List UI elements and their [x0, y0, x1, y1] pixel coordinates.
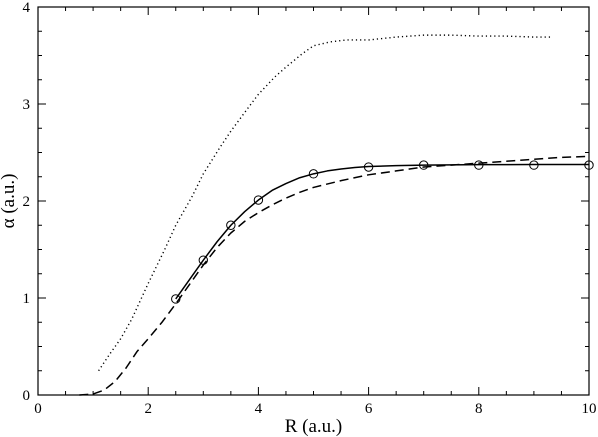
- tick-labels: 0 2 4 6 8 10 0 1 2 3 4: [23, 0, 597, 417]
- y-tick-label: 3: [23, 97, 31, 113]
- data-point-circle: [226, 220, 236, 230]
- y-tick-label: 4: [23, 0, 31, 16]
- data-point-circle: [253, 195, 264, 205]
- data-point-circle: [363, 162, 374, 172]
- data-point-circle: [198, 255, 209, 265]
- marker-series: [171, 160, 594, 304]
- x-tick-label: 8: [475, 401, 483, 417]
- y-tick-label: 1: [23, 291, 31, 307]
- data-point-circle: [529, 160, 539, 170]
- data-point-circle: [171, 294, 181, 304]
- x-tick-label: 6: [365, 401, 373, 417]
- x-tick-label: 0: [34, 401, 42, 417]
- data-point-circle: [474, 160, 484, 170]
- data-point-circle: [308, 169, 319, 179]
- y-tick-label: 0: [23, 388, 31, 404]
- solid-line-series: [175, 163, 589, 300]
- y-axis-label: α (a.u.): [0, 174, 19, 229]
- x-axis-label: R (a.u.): [285, 416, 343, 437]
- dashed-line-series: [79, 155, 590, 396]
- plot-frame: [37, 6, 590, 396]
- y-tick-label: 2: [23, 194, 31, 210]
- data-point-circle: [419, 160, 429, 170]
- dotted-line-series: [98, 34, 551, 372]
- axis-ticks: [37, 6, 590, 396]
- series-layer: [79, 34, 594, 396]
- x-tick-label: 10: [582, 401, 597, 417]
- x-tick-label: 2: [144, 401, 152, 417]
- x-tick-label: 4: [255, 401, 263, 417]
- data-point-circle: [584, 160, 594, 170]
- plot-border: [37, 6, 590, 396]
